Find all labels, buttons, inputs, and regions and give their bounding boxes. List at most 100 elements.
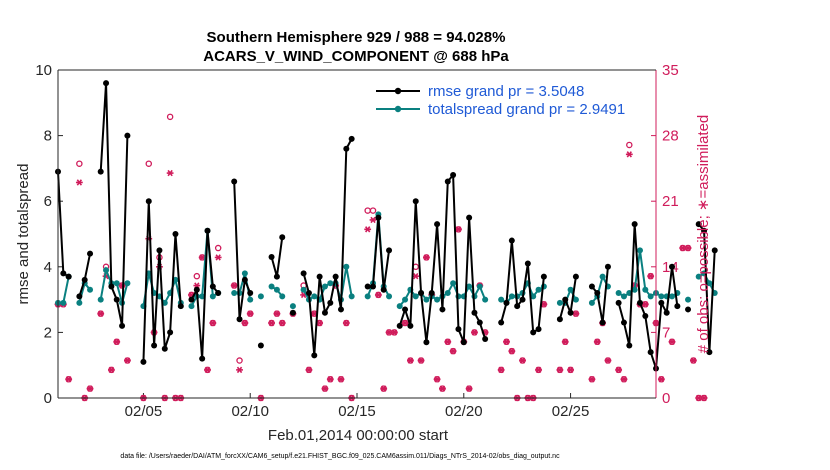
- totalspread-point: [97, 296, 104, 303]
- rmse-point: [615, 299, 622, 306]
- rmse-point: [145, 198, 152, 205]
- totalspread-point: [530, 293, 537, 300]
- totalspread-point: [386, 293, 393, 300]
- rmse-point: [482, 335, 489, 342]
- rmse-point: [76, 293, 83, 300]
- totalspread-point: [268, 283, 275, 290]
- totalspread-point: [348, 293, 355, 300]
- obs-assimilated-marker: [401, 319, 409, 327]
- y-left-tick-label: 4: [44, 259, 52, 276]
- series-layer: [54, 80, 718, 402]
- y-right-tick-label: 7: [662, 324, 670, 341]
- rmse-point: [466, 214, 473, 221]
- asterisk-stroke: [167, 169, 173, 177]
- obs-assimilated-marker: [433, 376, 441, 383]
- y-axis-right-label: # of obs: o=possible; ∗=assimilated: [695, 115, 712, 354]
- obs-assimilated-marker: [444, 338, 452, 345]
- rmse-point: [642, 313, 649, 319]
- x-tick-label: 02/05: [125, 403, 163, 420]
- rmse-point: [81, 276, 88, 283]
- obs-assimilated-marker: [86, 385, 94, 392]
- asterisk-stroke: [573, 310, 579, 317]
- asterisk-stroke: [210, 319, 216, 327]
- totalspread-point: [364, 293, 371, 300]
- obs-assimilated-marker: [113, 338, 121, 345]
- obs-assimilated-marker: [588, 376, 596, 383]
- rmse-point: [161, 345, 168, 352]
- rmse-line-segment: [233, 181, 252, 320]
- y-left-tick-label: 8: [44, 128, 52, 145]
- asterisk-stroke: [626, 151, 632, 158]
- totalspread-point: [300, 286, 307, 293]
- rmse-point: [337, 306, 344, 313]
- rmse-point: [124, 132, 131, 139]
- asterisk-stroke: [236, 366, 243, 374]
- obs-assimilated-marker: [65, 376, 73, 383]
- asterisk-stroke: [509, 347, 515, 355]
- totalspread-point: [658, 293, 665, 300]
- asterisk-stroke: [268, 319, 275, 327]
- obs-assimilated-marker: [124, 357, 131, 364]
- rmse-point: [476, 319, 483, 326]
- rmse-line-segment: [558, 276, 577, 320]
- rmse-point: [273, 273, 280, 280]
- totalspread-point: [620, 293, 627, 300]
- rmse-point: [241, 276, 248, 283]
- asterisk-stroke: [391, 329, 398, 336]
- obs-assimilated-marker: [503, 338, 510, 345]
- rmse-point: [663, 309, 670, 316]
- obs-assimilated-marker: [620, 376, 628, 383]
- obs-assimilated-marker: [321, 385, 329, 392]
- asterisk-stroke: [503, 338, 510, 345]
- rmse-point: [167, 329, 174, 336]
- totalspread-line-segment: [302, 266, 353, 302]
- totalspread-point: [423, 296, 430, 303]
- rmse-point: [418, 290, 425, 297]
- rmse-point: [647, 349, 654, 356]
- asterisk-stroke: [434, 376, 440, 383]
- rmse-point: [321, 309, 328, 316]
- asterisk-stroke: [535, 366, 542, 374]
- x-tick-label: 02/10: [231, 403, 269, 420]
- rmse-point: [236, 316, 243, 323]
- totalspread-point: [567, 286, 574, 293]
- rmse-point: [701, 227, 708, 234]
- rmse-point: [279, 234, 286, 241]
- rmse-point: [65, 273, 72, 280]
- asterisk-stroke: [87, 385, 93, 392]
- totalspread-point: [103, 267, 110, 274]
- rmse-point: [97, 168, 104, 175]
- legend-rmse-label: rmse grand pr = 3.5048: [428, 83, 584, 100]
- totalspread-point: [588, 299, 595, 306]
- rmse-point: [588, 283, 595, 290]
- totalspread-line-segment: [591, 273, 609, 304]
- rmse-point: [140, 358, 147, 365]
- data-file-footnote: data file: /Users/raeder/DAI/ATM_forcXX/…: [120, 453, 560, 460]
- obs-assimilated-marker: [166, 169, 174, 177]
- obs-assimilated-marker: [700, 394, 708, 402]
- asterisk-stroke: [316, 319, 323, 327]
- obs-assimilated-marker: [204, 366, 211, 374]
- rmse-point: [626, 342, 633, 349]
- obs-assimilated-marker: [230, 282, 238, 289]
- obs-assimilated-marker: [326, 376, 334, 383]
- totalspread-point: [642, 286, 649, 293]
- obs-assimilated-marker: [236, 366, 243, 374]
- totalspread-point: [647, 293, 654, 300]
- asterisk-stroke: [605, 357, 611, 364]
- obs-assimilated-marker: [689, 357, 697, 364]
- rmse-point: [386, 247, 393, 254]
- asterisk-stroke: [98, 310, 104, 317]
- asterisk-stroke: [567, 366, 574, 374]
- rmse-point: [674, 303, 681, 310]
- asterisk-stroke: [381, 385, 387, 392]
- rmse-point: [204, 227, 211, 234]
- obs-assimilated-marker: [406, 357, 414, 364]
- asterisk-stroke: [364, 226, 371, 233]
- rmse-point: [711, 247, 718, 254]
- legend: rmse grand pr = 3.5048 totalspread grand…: [366, 80, 638, 120]
- obs-assimilated-marker: [508, 347, 516, 355]
- totalspread-point: [273, 286, 280, 293]
- x-tick-label: 02/25: [552, 403, 590, 420]
- rmse-point: [471, 309, 478, 316]
